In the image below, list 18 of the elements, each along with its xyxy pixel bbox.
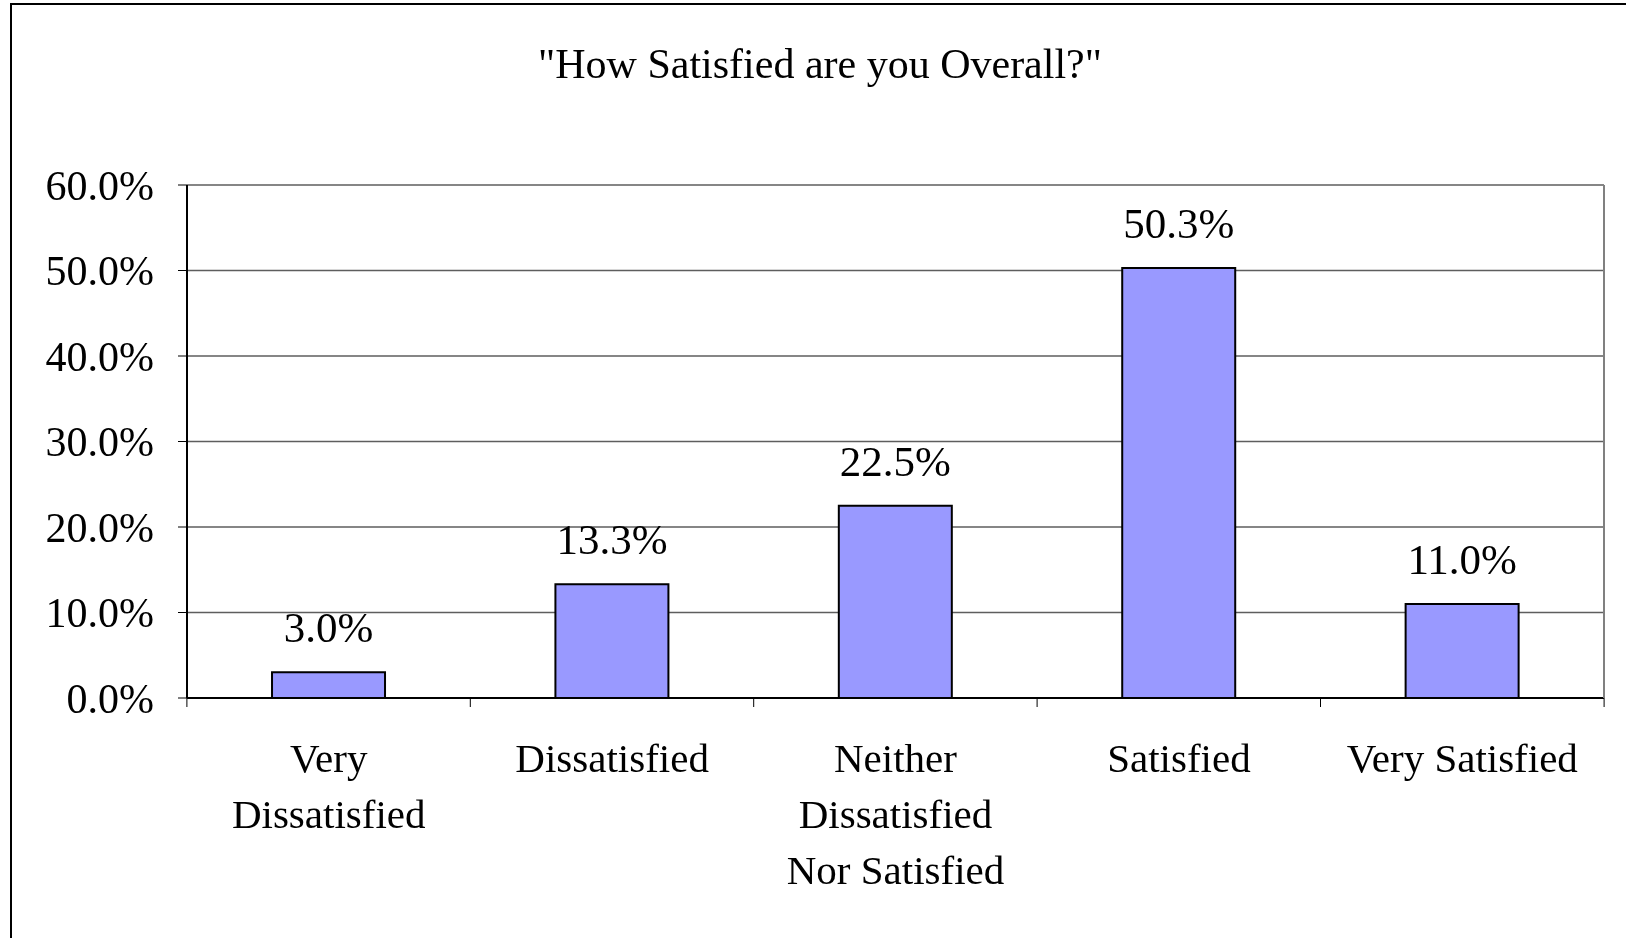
y-tick-label: 0.0% (66, 675, 154, 722)
data-label: 50.3% (1123, 199, 1235, 247)
data-label: 13.3% (556, 516, 668, 564)
x-tick-label: Satisfied (1107, 735, 1251, 781)
y-tick-label: 20.0% (45, 504, 154, 551)
x-tick-label: Very Dissatisfied (231, 735, 426, 837)
y-tick-label: 30.0% (45, 419, 154, 466)
x-tick-label: Dissatisfied (515, 735, 709, 781)
y-tick-label: 10.0% (45, 590, 154, 637)
chart-title: "How Satisfied are you Overall?" (537, 40, 1103, 89)
data-label: 22.5% (839, 437, 951, 485)
y-tick-label: 60.0% (45, 162, 154, 209)
data-label: 3.0% (283, 604, 374, 652)
y-tick-label: 40.0% (45, 333, 154, 380)
x-tick-label: Very Satisfied (1346, 735, 1578, 781)
x-tick-label: Neither Dissatisfied Nor Satisfied (786, 735, 1005, 893)
y-tick-label: 50.0% (45, 248, 154, 295)
data-label: 11.0% (1407, 535, 1517, 583)
